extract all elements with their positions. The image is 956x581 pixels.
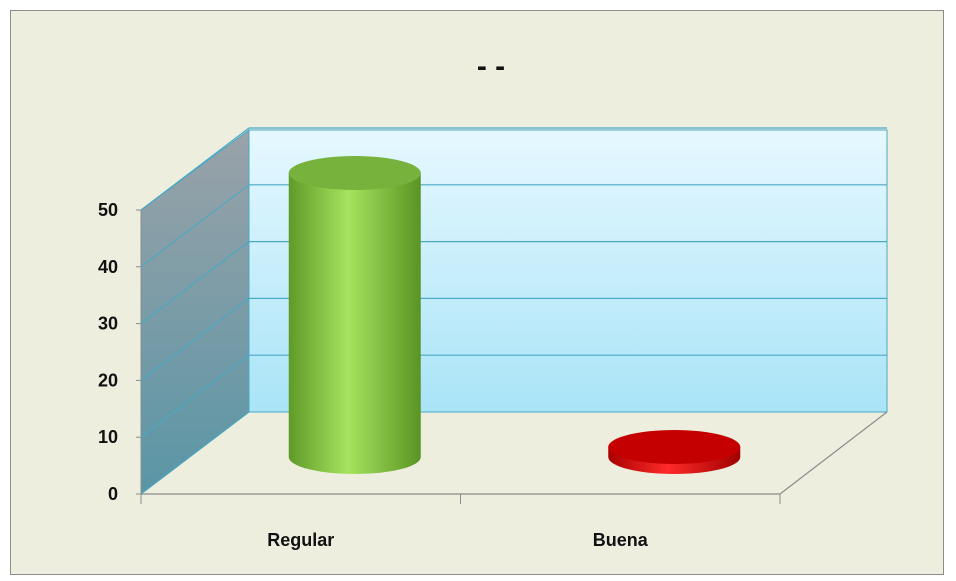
gridline bbox=[140, 354, 250, 438]
y-tick-label: 20 bbox=[98, 370, 118, 390]
bar-buena bbox=[608, 430, 741, 474]
gridline bbox=[140, 241, 250, 325]
floor bbox=[140, 411, 888, 495]
floor-edge bbox=[140, 411, 250, 495]
chart-title: - - bbox=[477, 50, 505, 83]
x-axis: Regular Buena bbox=[140, 494, 781, 550]
y-axis: 0 10 20 30 40 50 bbox=[98, 200, 142, 504]
y-tick-label: 40 bbox=[98, 257, 118, 277]
y-tick-label: 50 bbox=[98, 200, 118, 220]
y-tick-label: 10 bbox=[98, 427, 118, 447]
bar-regular bbox=[288, 156, 421, 474]
x-tick-label: Buena bbox=[593, 530, 649, 550]
x-tick-label: Regular bbox=[267, 530, 334, 550]
bar-top bbox=[608, 430, 741, 464]
y-tick-label: 0 bbox=[108, 484, 118, 504]
gridline bbox=[140, 127, 250, 211]
y-tick-label: 30 bbox=[98, 314, 118, 334]
floor-edge bbox=[141, 411, 888, 495]
bars bbox=[288, 156, 741, 474]
gridline bbox=[140, 184, 250, 268]
bar-top bbox=[288, 156, 421, 190]
gridline bbox=[140, 297, 250, 381]
bar-body bbox=[288, 173, 421, 474]
